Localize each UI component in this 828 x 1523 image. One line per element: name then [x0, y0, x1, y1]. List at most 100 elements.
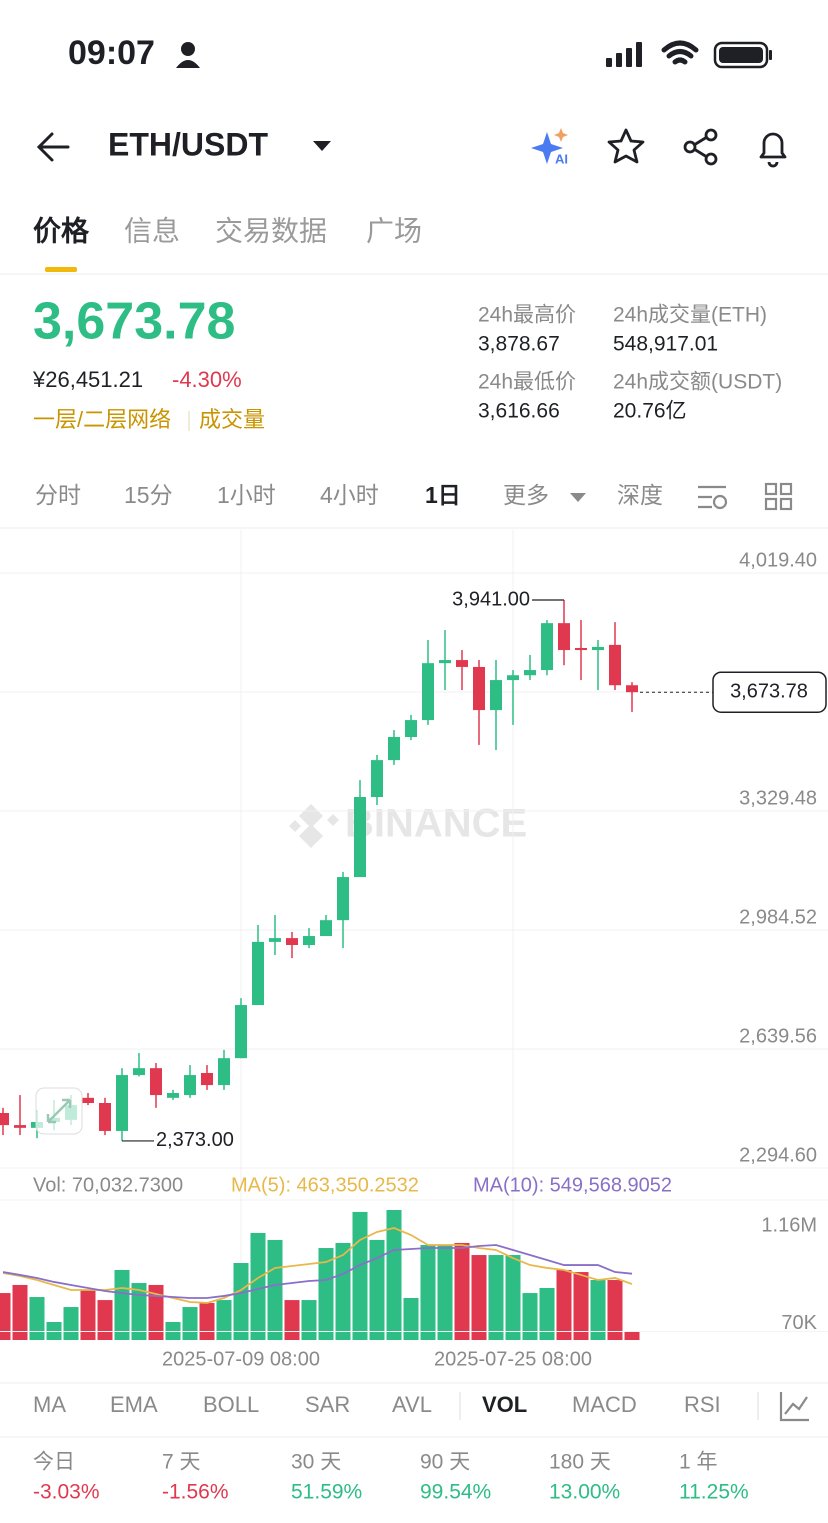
- volume-bar: [165, 1322, 181, 1340]
- share-button[interactable]: [683, 128, 718, 166]
- period-change: 51.59%: [291, 1481, 362, 1504]
- candle-body: [354, 797, 366, 878]
- interval[interactable]: 分时: [35, 482, 81, 508]
- interval[interactable]: 15分: [124, 482, 173, 508]
- battery-icon: [713, 41, 772, 69]
- volume-bar: [471, 1255, 487, 1340]
- candle-body: [269, 938, 281, 942]
- y-tick-label: 2,294.60: [739, 1144, 817, 1166]
- vol-tick-label: 70K: [781, 1312, 817, 1334]
- candle-body: [167, 1093, 179, 1098]
- interval[interactable]: 1小时: [217, 482, 276, 508]
- stat-label: 24h最高价: [478, 304, 576, 327]
- candle-body: [371, 760, 383, 798]
- volume-bar: [403, 1298, 419, 1340]
- volume-bar: [386, 1210, 402, 1340]
- x-tick-label: 2025-07-09 08:00: [162, 1348, 320, 1370]
- volume-bar: [148, 1284, 164, 1340]
- volume-bar: [250, 1232, 266, 1340]
- last-price-box: [712, 671, 827, 713]
- price-change: -4.30%: [172, 367, 242, 392]
- indicator[interactable]: MA: [33, 1392, 66, 1417]
- volume-bar: [318, 1248, 334, 1340]
- candle-body: [524, 670, 536, 676]
- interval[interactable]: 深度: [617, 482, 663, 508]
- candle-body: [575, 647, 587, 651]
- volume-bar: [369, 1239, 385, 1340]
- period-change: -3.03%: [33, 1481, 100, 1504]
- candle-body: [388, 736, 400, 761]
- fiat-price: ¥26,451.21: [32, 367, 143, 392]
- volume-bar: [454, 1242, 470, 1340]
- back-button[interactable]: [36, 132, 70, 162]
- tab[interactable]: 价格: [33, 215, 90, 246]
- candle-body: [286, 938, 298, 946]
- y-tick-label: 3,329.48: [739, 787, 817, 809]
- volume-bar: [505, 1255, 521, 1340]
- volume-bar: [335, 1242, 351, 1340]
- candle-body: [490, 680, 502, 711]
- volume-bar: [607, 1280, 623, 1340]
- stat-value: 20.76亿: [613, 400, 687, 423]
- candle-body: [150, 1068, 162, 1096]
- watermark: BINANCE: [345, 802, 527, 846]
- tab-indicator: [45, 267, 77, 272]
- stat-value: 3,878.67: [478, 333, 560, 356]
- volume-bar: [437, 1245, 453, 1340]
- candle-body: [541, 623, 553, 671]
- volume-bar: [301, 1300, 317, 1340]
- volume-bar: [488, 1255, 504, 1340]
- tab[interactable]: 广场: [366, 215, 422, 246]
- candle-body: [422, 663, 434, 721]
- candle-body: [456, 660, 468, 667]
- indicator[interactable]: SAR: [305, 1392, 350, 1417]
- volume-bar: [216, 1300, 232, 1340]
- pair-dropdown[interactable]: [313, 141, 331, 151]
- volume-bar: [352, 1211, 368, 1340]
- indicator[interactable]: RSI: [684, 1392, 721, 1417]
- interval[interactable]: 1日: [425, 482, 461, 508]
- tab[interactable]: 交易数据: [215, 215, 327, 246]
- draw-tool-button[interactable]: [779, 1392, 809, 1422]
- indicator[interactable]: BOLL: [203, 1392, 259, 1417]
- stat-value: 3,616.66: [478, 400, 560, 423]
- candle-body: [99, 1103, 111, 1131]
- y-tick-label: 4,019.40: [739, 549, 817, 571]
- tag[interactable]: 一层/二层网络: [33, 407, 171, 432]
- alert-button[interactable]: [759, 132, 787, 168]
- tag[interactable]: 成交量: [199, 407, 265, 432]
- favorite-button[interactable]: [607, 128, 645, 164]
- clock: 09:07: [68, 34, 155, 72]
- candle-body: [439, 660, 451, 664]
- candle-body: [201, 1072, 213, 1086]
- volume-bar: [131, 1283, 147, 1340]
- period-label: 7 天: [162, 1451, 201, 1474]
- volume-bar: [29, 1297, 45, 1340]
- settings-button[interactable]: [698, 485, 728, 510]
- wifi-icon: [661, 40, 699, 65]
- period-label: 1 年: [679, 1451, 718, 1474]
- extreme-label: 3,941.00: [452, 588, 530, 610]
- indicator[interactable]: EMA: [110, 1392, 158, 1417]
- period-label: 180 天: [549, 1451, 611, 1474]
- expand-button[interactable]: [35, 1087, 83, 1135]
- indicator[interactable]: MACD: [572, 1392, 637, 1417]
- indicator[interactable]: AVL: [392, 1392, 432, 1417]
- more-dropdown[interactable]: [570, 493, 586, 502]
- candle-body: [14, 1125, 26, 1128]
- interval[interactable]: 更多: [503, 482, 549, 508]
- candle-body: [609, 644, 621, 686]
- volume-bar: [284, 1300, 300, 1340]
- interval[interactable]: 4小时: [320, 482, 379, 508]
- candle-body: [592, 646, 604, 651]
- ai-button[interactable]: AI: [531, 128, 568, 166]
- pair-title[interactable]: ETH/USDT: [108, 126, 268, 162]
- indicator[interactable]: VOL: [482, 1392, 527, 1417]
- volume-bar: [12, 1284, 28, 1340]
- candle-body: [473, 666, 485, 711]
- volume-bar: [63, 1307, 79, 1340]
- layout-button[interactable]: [764, 482, 793, 511]
- tab[interactable]: 信息: [124, 215, 180, 246]
